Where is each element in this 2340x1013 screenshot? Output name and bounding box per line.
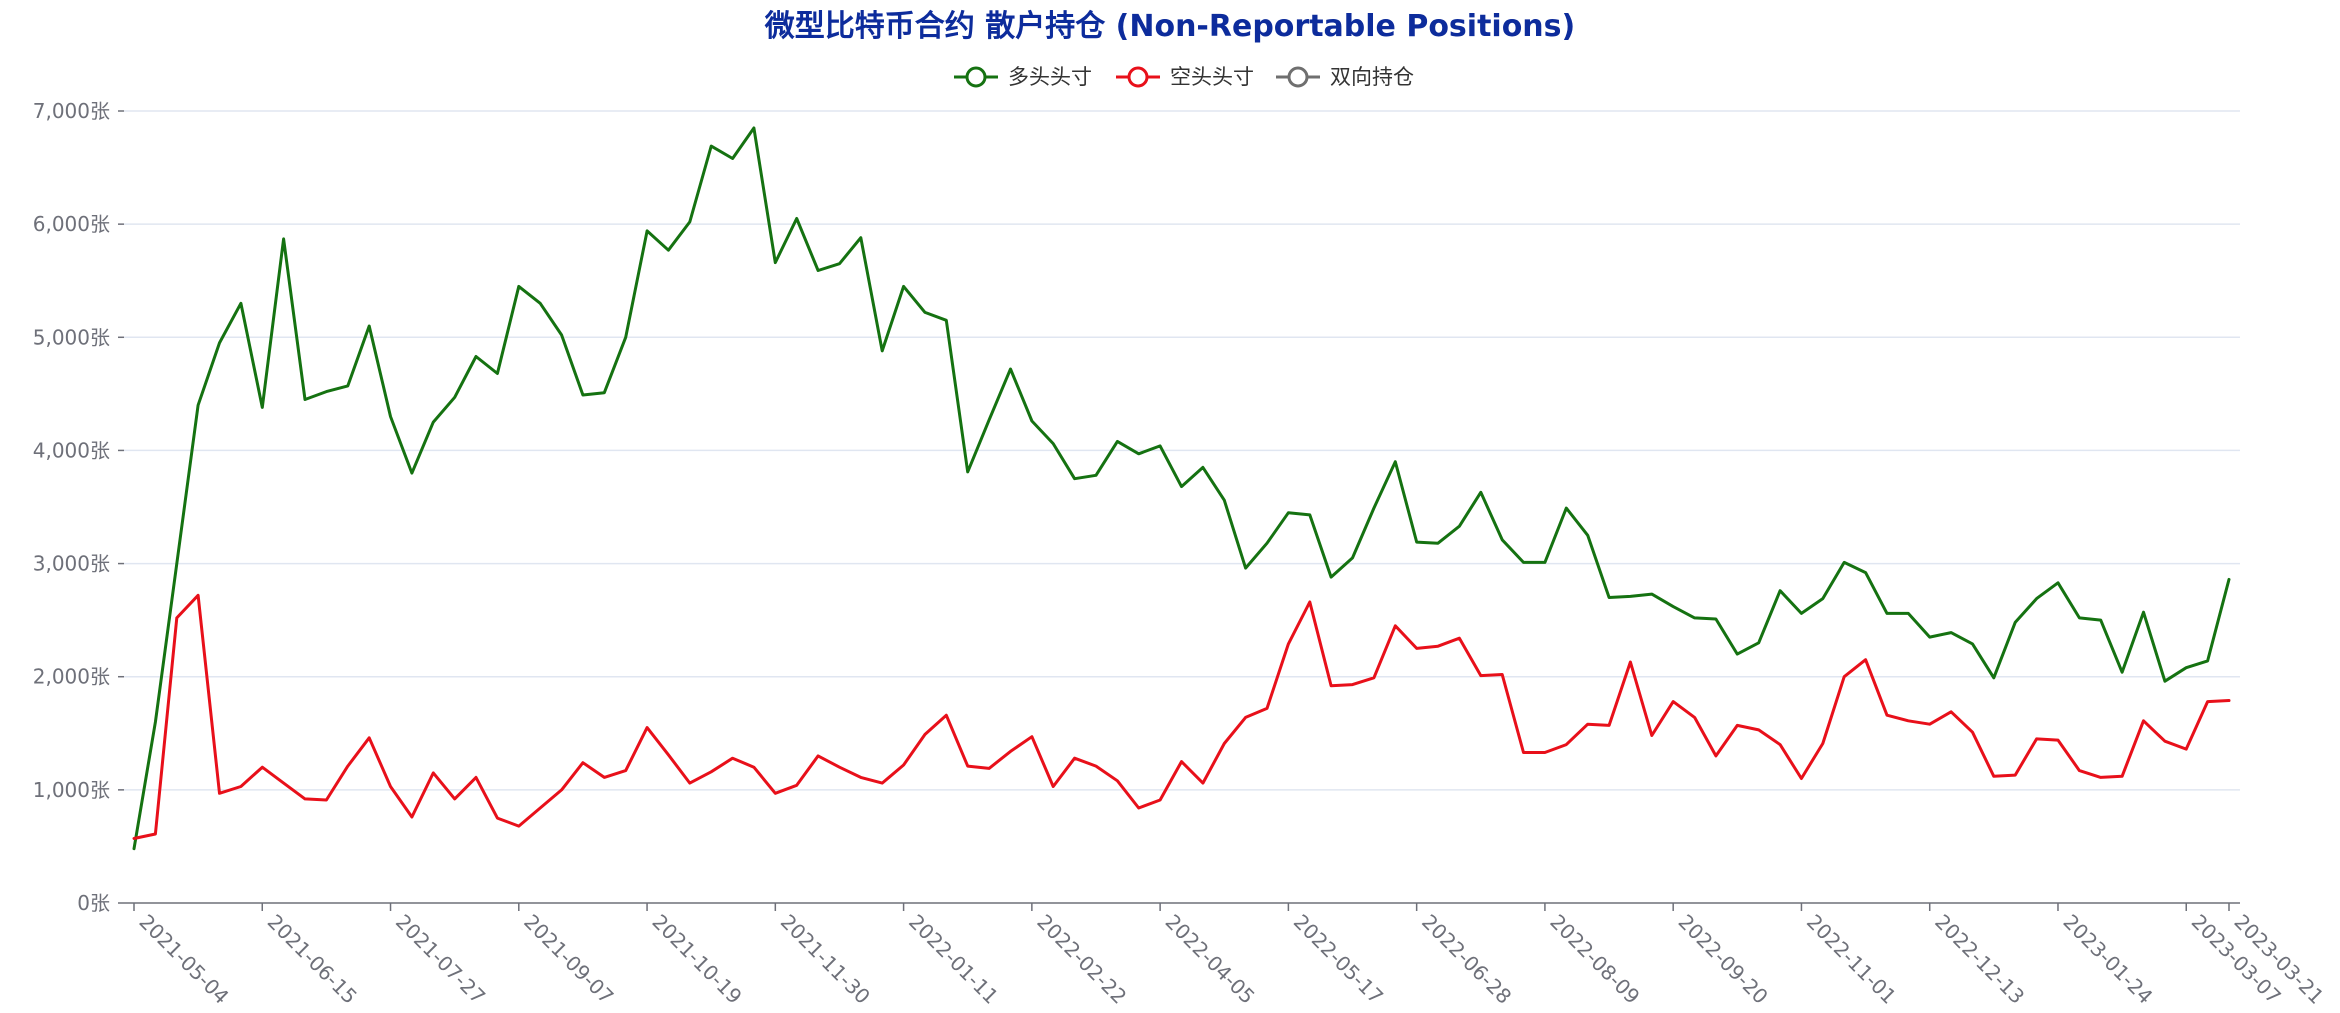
x-tick-label: 2021-10-19 [648,910,747,1009]
legend-circle-icon [1127,66,1149,88]
x-tick-label: 2021-09-07 [519,910,618,1009]
x-tick-label: 2021-07-27 [391,910,490,1009]
legend-label: 双向持仓 [1330,65,1414,89]
y-tick-label: 2,000张 [33,665,110,689]
x-axis: 2021-05-04 2021-06-15 2021-07-27 2021-09-07… [124,902,2329,1009]
series-line-1 [132,593,2231,840]
legend-item-2[interactable]: 双向持仓 [1276,65,1414,89]
legend-label: 空头头寸 [1170,65,1254,89]
x-tick-label: 2022-09-20 [1674,910,1773,1009]
series-line-0 [132,126,2231,851]
x-tick-label: 2021-06-15 [263,910,362,1009]
y-tick-label: 5,000张 [33,325,110,349]
x-tick-label: 2023-01-24 [2058,910,2157,1009]
x-tick-label: 2021-05-04 [134,910,233,1009]
x-tick-label: 2022-06-28 [1417,910,1516,1009]
x-tick-label: 2021-11-30 [776,910,875,1009]
x-tick-label: 2022-08-09 [1545,910,1644,1009]
y-tick-label: 0张 [77,891,110,915]
gridlines [124,110,2240,791]
legend-circle-icon [965,66,987,88]
y-tick-label: 6,000张 [33,212,110,236]
y-tick-label: 4,000张 [33,438,110,462]
y-tick-label: 7,000张 [33,99,110,123]
x-tick-label: 2022-11-01 [1802,910,1901,1009]
legend-item-1[interactable]: 空头头寸 [1116,65,1254,89]
legend-circle-icon [1287,66,1309,88]
series-lines [132,126,2231,851]
x-tick-label: 2022-12-13 [1930,910,2029,1009]
y-tick-label: 1,000张 [33,778,110,802]
chart-title: 微型比特币合约 散户持仓 (Non-Reportable Positions) [764,9,1575,44]
legend: 多头头寸 空头头寸 双向持仓 [954,65,1414,89]
x-tick-label: 2022-05-17 [1289,910,1388,1009]
x-tick-label: 2022-04-05 [1161,910,1260,1009]
x-tick-label: 2022-01-11 [904,910,1003,1009]
x-tick-label: 2022-02-22 [1032,910,1131,1009]
y-axis: 0张 1,000张 2,000张 3,000张 4,000张 5,000张 6,000张 7,… [33,99,124,915]
y-tick-label: 3,000张 [33,552,110,576]
legend-label: 多头头寸 [1008,65,1092,89]
legend-item-0[interactable]: 多头头寸 [954,65,1092,89]
